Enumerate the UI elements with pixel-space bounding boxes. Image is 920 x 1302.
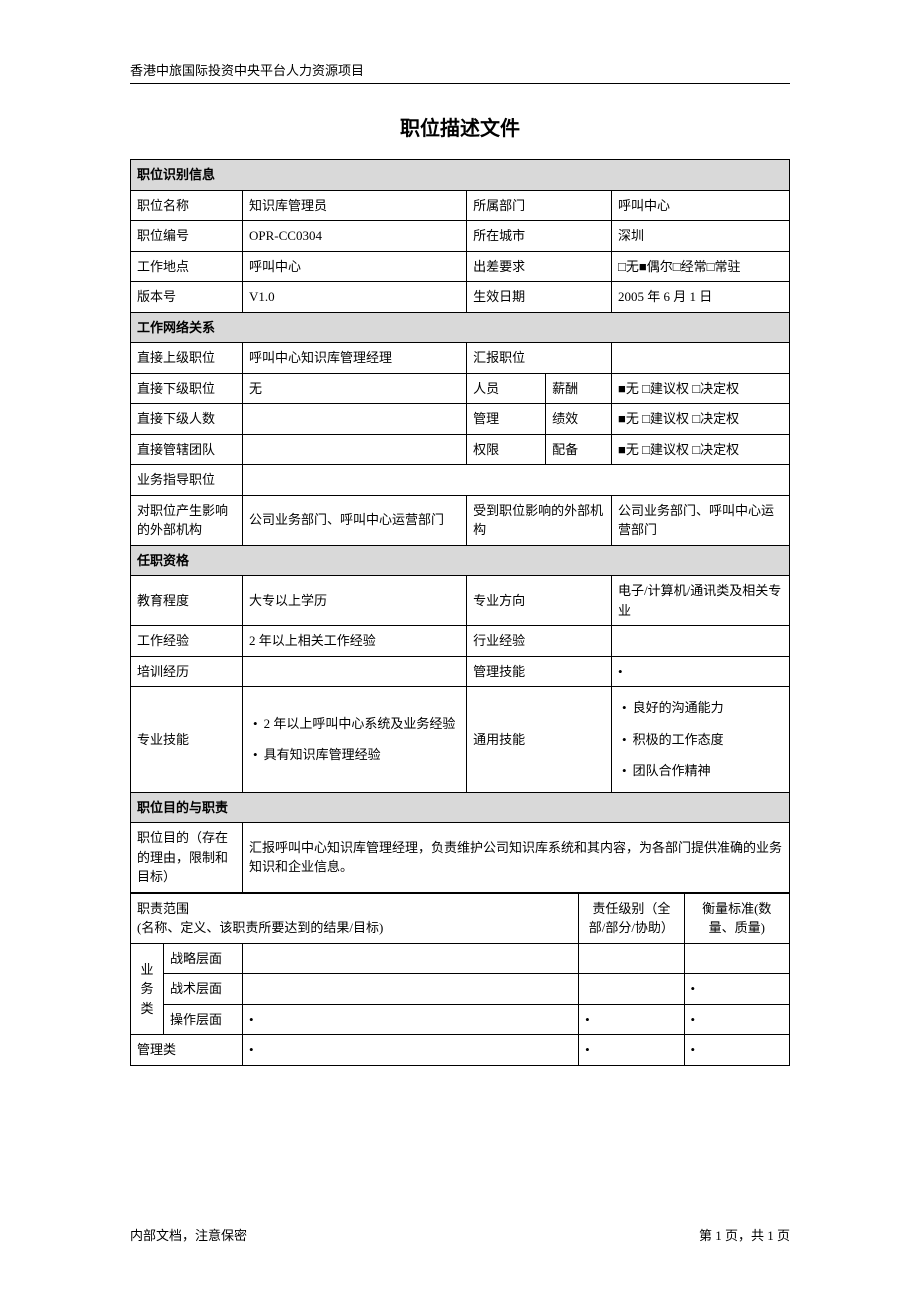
value-work-location: 呼叫中心	[243, 251, 467, 282]
label-management-category: 管理类	[131, 1035, 243, 1066]
value-industry-experience	[612, 626, 790, 657]
label-personnel: 人员	[467, 373, 546, 404]
value-position-code: OPR-CC0304	[243, 221, 467, 252]
label-management: 管理	[467, 404, 546, 435]
gen-skill-item-1: 良好的沟通能力	[622, 692, 783, 724]
value-version: V1.0	[243, 282, 467, 313]
document-title: 职位描述文件	[130, 112, 790, 141]
responsibilities-table: 职责范围 (名称、定义、该职责所要达到的结果/目标) 责任级别（全部/部分/协助…	[130, 893, 790, 1066]
label-training: 培训经历	[131, 656, 243, 687]
value-department: 呼叫中心	[612, 190, 790, 221]
label-report-to: 汇报职位	[467, 343, 612, 374]
value-general-skill: 良好的沟通能力 积极的工作态度 团队合作精神	[612, 687, 790, 793]
label-operational: 操作层面	[163, 1004, 242, 1035]
value-direct-superior: 呼叫中心知识库管理经理	[243, 343, 467, 374]
value-operational-metric: •	[684, 1004, 789, 1035]
value-professional-skill: 2 年以上呼叫中心系统及业务经验 具有知识库管理经验	[243, 687, 467, 793]
label-professional-skill: 专业技能	[131, 687, 243, 793]
value-management-skill: •	[612, 656, 790, 687]
label-managed-team: 直接管辖团队	[131, 434, 243, 465]
label-position-code: 职位编号	[131, 221, 243, 252]
label-responsibility-level: 责任级别（全部/部分/协助）	[579, 893, 684, 943]
label-version: 版本号	[131, 282, 243, 313]
value-tactical-metric: •	[684, 974, 789, 1005]
value-strategic-scope	[243, 943, 579, 974]
label-management-skill: 管理技能	[467, 656, 612, 687]
label-authority: 权限	[467, 434, 546, 465]
label-position-name: 职位名称	[131, 190, 243, 221]
gen-skill-item-2: 积极的工作态度	[622, 724, 783, 756]
label-allocation: 配备	[546, 434, 612, 465]
prof-skill-item-1: 2 年以上呼叫中心系统及业务经验	[253, 708, 460, 740]
label-travel: 出差要求	[467, 251, 612, 282]
label-subordinate-count: 直接下级人数	[131, 404, 243, 435]
page-container: 香港中旅国际投资中央平台人力资源项目 职位描述文件 职位识别信息 职位名称 知识…	[0, 0, 920, 1106]
label-position-purpose: 职位目的（存在的理由，限制和目标）	[131, 823, 243, 893]
value-direct-subordinate: 无	[243, 373, 467, 404]
label-city: 所在城市	[467, 221, 612, 252]
value-auth2: ■无 □建议权 □决定权	[612, 404, 790, 435]
value-position-name: 知识库管理员	[243, 190, 467, 221]
value-city: 深圳	[612, 221, 790, 252]
value-auth3: ■无 □建议权 □决定权	[612, 434, 790, 465]
prof-skill-item-2: 具有知识库管理经验	[253, 739, 460, 771]
footer-left: 内部文档，注意保密	[130, 1225, 247, 1244]
label-work-experience: 工作经验	[131, 626, 243, 657]
label-major: 专业方向	[467, 576, 612, 626]
label-metric: 衡量标准(数量、质量)	[684, 893, 789, 943]
label-education: 教育程度	[131, 576, 243, 626]
value-mgmt-metric: •	[684, 1035, 789, 1066]
label-external-influenced-by: 受到职位影响的外部机构	[467, 495, 612, 545]
label-tactical: 战术层面	[163, 974, 242, 1005]
value-mgmt-level: •	[579, 1035, 684, 1066]
section-qualifications-header: 任职资格	[131, 545, 790, 576]
value-operational-level: •	[579, 1004, 684, 1035]
value-effective-date: 2005 年 6 月 1 日	[612, 282, 790, 313]
value-subordinate-count	[243, 404, 467, 435]
value-major: 电子/计算机/通讯类及相关专业	[612, 576, 790, 626]
label-direct-superior: 直接上级职位	[131, 343, 243, 374]
page-footer: 内部文档，注意保密 第 1 页，共 1 页	[130, 1225, 790, 1244]
label-external-influence-on: 对职位产生影响的外部机构	[131, 495, 243, 545]
value-strategic-level	[579, 943, 684, 974]
value-strategic-metric	[684, 943, 789, 974]
value-training	[243, 656, 467, 687]
label-business-category: 业务类	[131, 943, 164, 1035]
label-general-skill: 通用技能	[467, 687, 612, 793]
label-direct-subordinate: 直接下级职位	[131, 373, 243, 404]
section-identification-header: 职位识别信息	[131, 160, 790, 191]
value-work-experience: 2 年以上相关工作经验	[243, 626, 467, 657]
label-performance: 绩效	[546, 404, 612, 435]
value-position-purpose: 汇报呼叫中心知识库管理经理，负责维护公司知识库系统和其内容，为各部门提供准确的业…	[243, 823, 790, 893]
job-description-table: 职位识别信息 职位名称 知识库管理员 所属部门 呼叫中心 职位编号 OPR-CC…	[130, 159, 790, 893]
value-mgmt-scope: •	[243, 1035, 579, 1066]
value-travel: □无■偶尔□经常□常驻	[612, 251, 790, 282]
value-external-influenced-by: 公司业务部门、呼叫中心运营部门	[612, 495, 790, 545]
label-business-guidance: 业务指导职位	[131, 465, 243, 496]
label-industry-experience: 行业经验	[467, 626, 612, 657]
label-strategic: 战略层面	[163, 943, 242, 974]
document-header: 香港中旅国际投资中央平台人力资源项目	[130, 60, 790, 84]
section-purpose-header: 职位目的与职责	[131, 792, 790, 823]
label-work-location: 工作地点	[131, 251, 243, 282]
label-effective-date: 生效日期	[467, 282, 612, 313]
gen-skill-item-3: 团队合作精神	[622, 755, 783, 787]
label-salary: 薪酬	[546, 373, 612, 404]
footer-right: 第 1 页，共 1 页	[699, 1225, 790, 1244]
value-business-guidance	[243, 465, 790, 496]
value-tactical-scope	[243, 974, 579, 1005]
value-auth1: ■无 □建议权 □决定权	[612, 373, 790, 404]
value-external-influence-on: 公司业务部门、呼叫中心运营部门	[243, 495, 467, 545]
value-managed-team	[243, 434, 467, 465]
value-operational-scope: •	[243, 1004, 579, 1035]
value-tactical-level	[579, 974, 684, 1005]
value-report-to	[612, 343, 790, 374]
label-department: 所属部门	[467, 190, 612, 221]
value-education: 大专以上学历	[243, 576, 467, 626]
section-network-header: 工作网络关系	[131, 312, 790, 343]
label-scope: 职责范围 (名称、定义、该职责所要达到的结果/目标)	[131, 893, 579, 943]
